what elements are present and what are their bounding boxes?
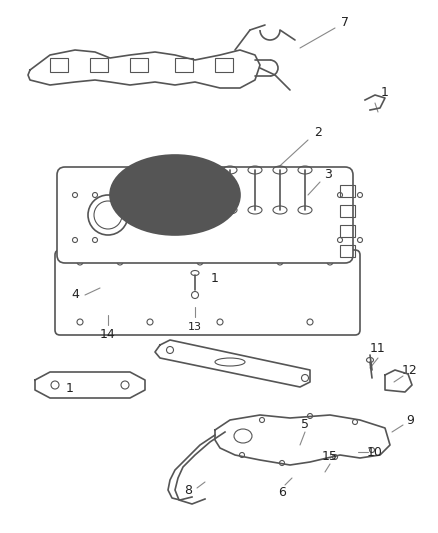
Bar (340, 225, 355, 237)
Ellipse shape (110, 155, 240, 235)
Bar (340, 185, 355, 197)
Text: 13: 13 (188, 322, 202, 332)
Text: 4: 4 (71, 288, 79, 302)
Text: 6: 6 (278, 486, 286, 498)
Text: 3: 3 (324, 168, 332, 182)
Bar (340, 245, 355, 257)
Bar (215, 58, 233, 72)
Text: 1: 1 (66, 382, 74, 394)
Bar (340, 205, 355, 217)
Text: 10: 10 (367, 446, 383, 458)
Text: 12: 12 (402, 364, 418, 376)
Text: 15: 15 (322, 450, 338, 464)
Text: 5: 5 (301, 418, 309, 432)
FancyBboxPatch shape (55, 250, 360, 335)
Bar (90, 58, 108, 72)
Bar (130, 58, 148, 72)
Text: 1: 1 (211, 271, 219, 285)
Text: 8: 8 (184, 483, 192, 497)
Text: 14: 14 (100, 328, 116, 342)
Bar (175, 58, 193, 72)
Bar (50, 58, 68, 72)
Text: 9: 9 (406, 414, 414, 426)
Text: 7: 7 (341, 15, 349, 28)
FancyBboxPatch shape (57, 167, 353, 263)
Text: 1: 1 (381, 85, 389, 99)
Text: 2: 2 (314, 125, 322, 139)
Text: 11: 11 (370, 342, 386, 354)
